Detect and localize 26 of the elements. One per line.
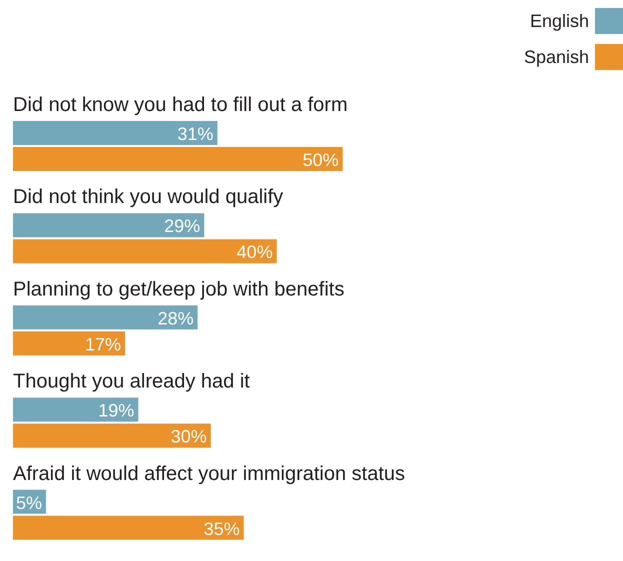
bar	[13, 424, 211, 448]
data-label: 19%	[98, 400, 134, 421]
data-label: 31%	[177, 124, 214, 144]
bar	[13, 239, 277, 264]
data-label: 35%	[204, 518, 240, 539]
bar	[13, 121, 218, 145]
data-label: 5%	[16, 492, 42, 513]
legend-label: English	[530, 10, 589, 32]
data-label: 29%	[164, 216, 200, 236]
data-label: 17%	[85, 334, 122, 354]
data-label: 40%	[236, 242, 273, 262]
bar	[13, 331, 126, 356]
bar	[13, 147, 343, 171]
data-label: 28%	[158, 308, 194, 328]
bar	[13, 398, 138, 422]
y-tick-label: Thought you already had it	[13, 370, 250, 393]
data-label: 30%	[170, 426, 207, 447]
y-tick-label: Did not think you would qualify	[13, 186, 284, 208]
bar	[13, 305, 198, 330]
y-tick-label: Did not know you had to fill out a form	[13, 94, 348, 116]
bar	[13, 516, 244, 540]
bar	[13, 213, 204, 238]
legend-label: Spanish	[524, 46, 589, 68]
y-tick-label: Planning to get/keep job with benefits	[13, 278, 344, 300]
data-label: 50%	[302, 150, 339, 170]
y-tick-label: Afraid it would affect your immigration status	[13, 462, 406, 485]
